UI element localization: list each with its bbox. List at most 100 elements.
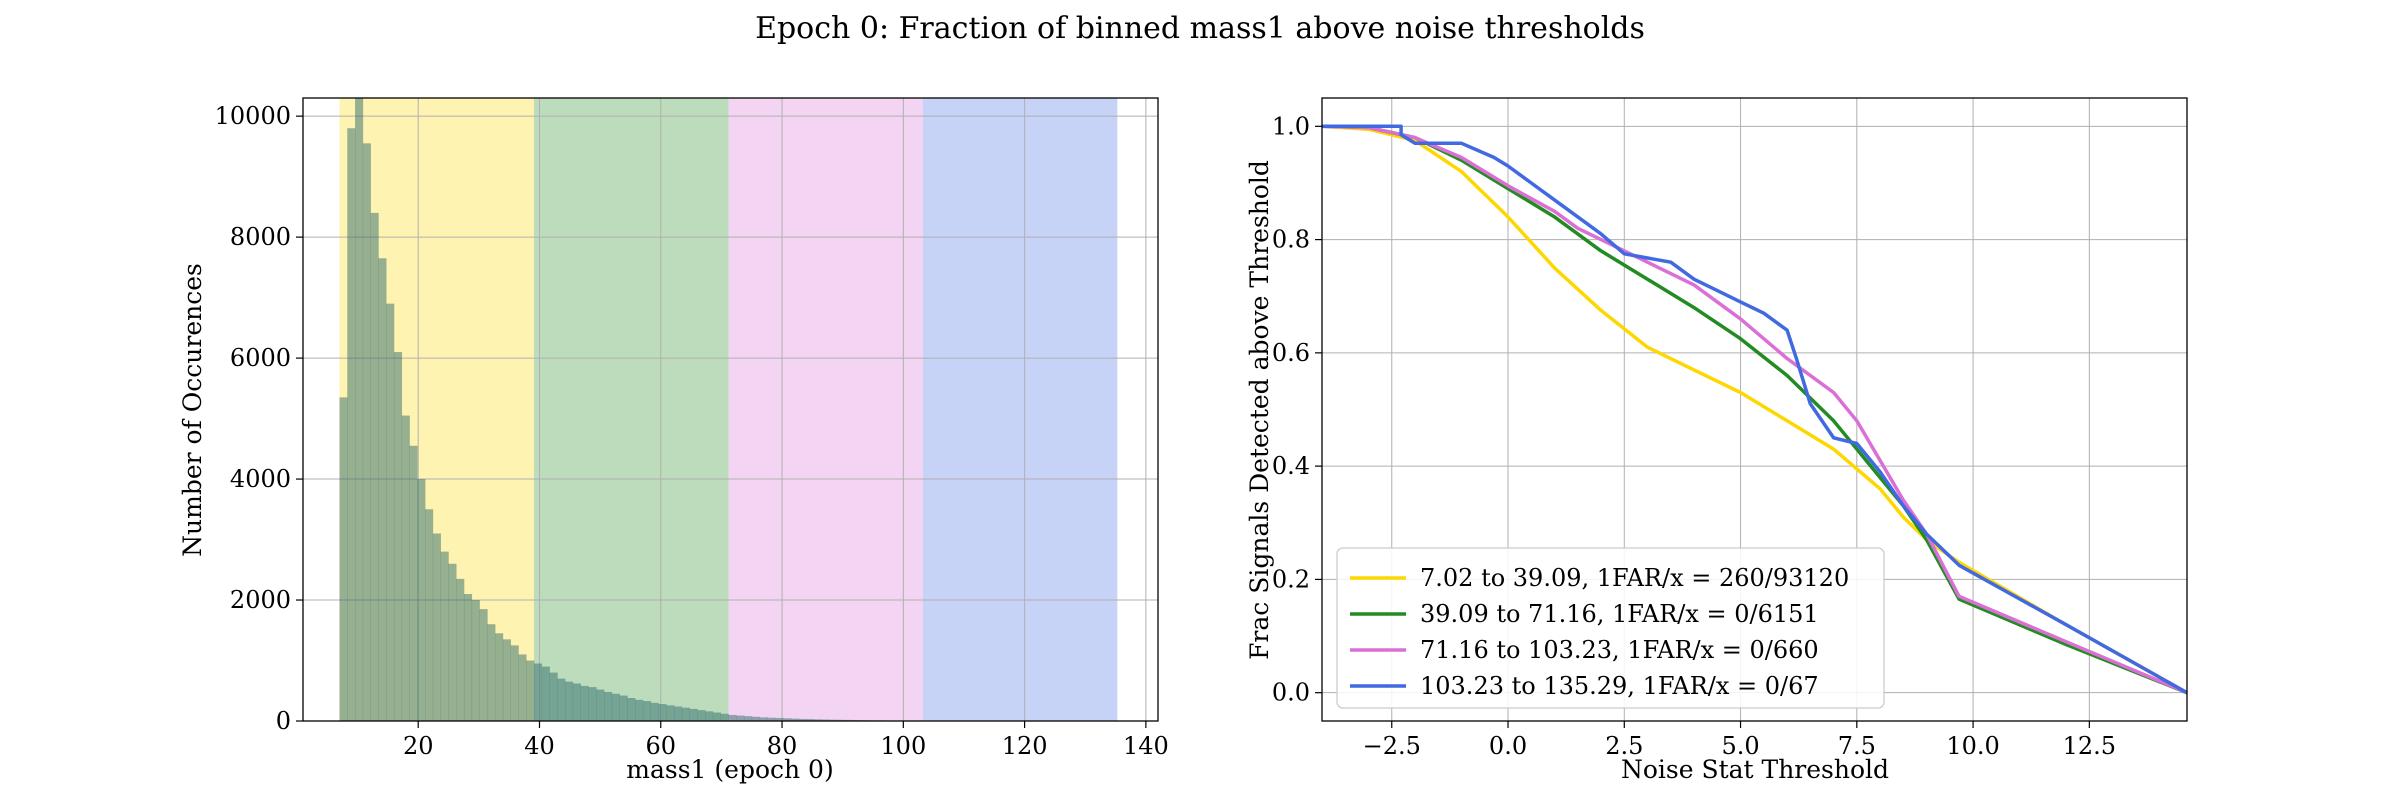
- legend-label-3: 71.16 to 103.23, 1FAR/x = 0/660: [1420, 636, 1819, 664]
- histogram-x-axis-label: mass1 (epoch 0): [626, 755, 833, 784]
- histogram-bar: [487, 624, 496, 721]
- series-line-2: [1321, 124, 2188, 695]
- line-chart-y-axis-label: Frac Signals Detected above Threshold: [1245, 160, 1274, 660]
- histogram-y-tick-label: 0: [276, 707, 291, 735]
- mass-bin-band-4: [922, 98, 1118, 721]
- histogram-bar: [728, 714, 737, 721]
- line-chart-series: [1321, 124, 2188, 695]
- histogram-bar: [782, 718, 792, 721]
- legend-label-2: 39.09 to 71.16, 1FAR/x = 0/6151: [1420, 600, 1819, 628]
- histogram-bar: [658, 704, 667, 721]
- line-chart-y-tick-label: 0.6: [1272, 339, 1310, 367]
- histogram-bar: [674, 706, 683, 721]
- line-chart-x-tick-label: 2.5: [1605, 732, 1643, 760]
- figure-title: Epoch 0: Fraction of binned mass1 above …: [755, 11, 1645, 46]
- histogram-bar: [370, 212, 379, 721]
- histogram-bar: [495, 633, 504, 721]
- legend-label-1: 7.02 to 39.09, 1FAR/x = 260/93120: [1420, 564, 1849, 592]
- histogram-bar: [642, 701, 651, 721]
- histogram-bar: [541, 666, 550, 721]
- line-chart-y-tick-label: 1.0: [1272, 112, 1310, 140]
- histogram-bar: [347, 128, 356, 721]
- histogram-y-tick-label: 10000: [215, 102, 291, 130]
- histogram-bar: [697, 710, 706, 721]
- histogram-bar: [627, 698, 636, 721]
- histogram-bar: [790, 718, 799, 721]
- histogram-bar: [744, 716, 753, 721]
- histogram-bars: [339, 98, 1040, 721]
- line-chart-x-tick-label: 0.0: [1489, 732, 1527, 760]
- histogram-bar: [572, 683, 581, 721]
- line-chart-x-tick-label: 7.5: [1838, 732, 1876, 760]
- histogram-bar: [448, 563, 457, 721]
- line-chart-y-tick-label: 0.8: [1272, 226, 1310, 254]
- histogram-x-tick-label: 120: [1002, 732, 1048, 760]
- legend-label-4: 103.23 to 135.29, 1FAR/x = 0/67: [1420, 672, 1819, 700]
- histogram-bar: [355, 98, 364, 721]
- histogram-bar: [456, 578, 465, 721]
- histogram-bar: [401, 415, 410, 721]
- histogram-bar: [806, 719, 815, 721]
- histogram-bar: [339, 397, 348, 721]
- legend-box: [1336, 547, 1885, 709]
- histogram-bar: [565, 681, 574, 721]
- histogram-bar: [611, 693, 620, 721]
- mass-bin-bands: [339, 98, 1118, 721]
- histogram-bar: [393, 352, 403, 721]
- line-chart-y-ticks: 0.0 0.2 0.4 0.6 0.8 1.0: [1272, 112, 1322, 707]
- histogram-bar: [814, 719, 823, 721]
- series-line-4: [1322, 124, 2188, 695]
- histogram-bar: [425, 509, 434, 721]
- mass-bin-band-3: [728, 98, 923, 721]
- histogram-y-tick-label: 2000: [230, 586, 291, 614]
- histogram-bar: [767, 717, 776, 721]
- line-chart-y-tick-label: 0.4: [1272, 452, 1310, 480]
- histogram-bar: [821, 719, 830, 721]
- line-chart-x-tick-label: 10.0: [1946, 732, 1999, 760]
- histogram-x-tick-label: 20: [403, 732, 434, 760]
- line-chart-axes-frame: [1321, 97, 2188, 722]
- histogram-bar: [534, 663, 543, 721]
- histogram-bar: [440, 551, 449, 721]
- histogram-bar: [432, 533, 441, 721]
- histogram-x-tick-label: 80: [767, 732, 798, 760]
- histogram-y-tick-label: 6000: [230, 344, 291, 372]
- histogram-bar: [471, 600, 480, 721]
- histogram-bar: [463, 593, 473, 721]
- histogram-x-tick-label: 40: [524, 732, 555, 760]
- histogram-axes-frame: [302, 97, 1159, 722]
- histogram-y-ticks: 0 2000 4000 6000 8000 10000: [215, 102, 303, 735]
- histogram-bar: [588, 687, 597, 721]
- line-chart-x-tick-label: 5.0: [1721, 732, 1759, 760]
- histogram-bar: [386, 303, 395, 721]
- histogram-bar: [557, 678, 566, 721]
- histogram-bar: [417, 479, 426, 721]
- histogram-bar: [362, 143, 371, 721]
- histogram-bar: [549, 672, 558, 721]
- histogram-x-tick-label: 140: [1123, 732, 1169, 760]
- histogram-bar: [580, 685, 589, 721]
- line-chart-x-axis-label: Noise Stat Threshold: [1621, 755, 1889, 784]
- histogram-bar: [518, 654, 527, 721]
- histogram-bar: [829, 719, 838, 721]
- histogram-x-tick-label: 100: [880, 732, 926, 760]
- histogram-bar: [775, 717, 784, 721]
- histogram-bar: [596, 689, 605, 721]
- histogram-y-tick-label: 8000: [230, 223, 291, 251]
- histogram-x-ticks: 20 40 60 80 100 120 140: [403, 721, 1169, 760]
- histogram-bar: [720, 713, 729, 721]
- line-chart-y-tick-label: 0.0: [1272, 679, 1310, 707]
- histogram-bar: [526, 660, 535, 721]
- histogram-bar: [409, 445, 418, 721]
- histogram-bar: [635, 699, 644, 721]
- histogram-bar: [378, 258, 387, 721]
- histogram-bar: [666, 705, 675, 721]
- histogram-bar: [759, 717, 768, 721]
- line-chart-x-tick-label: −2.5: [1363, 732, 1421, 760]
- line-chart-legend: 7.02 to 39.09, 1FAR/x = 260/93120 39.09 t…: [1336, 547, 1885, 709]
- histogram-panel: 20 40 60 80 100 120 140 0 2000 4000 6000 8000 10000…: [178, 97, 1169, 784]
- histogram-bar: [751, 716, 760, 721]
- histogram-bar: [705, 711, 714, 721]
- histogram-bar: [502, 639, 511, 721]
